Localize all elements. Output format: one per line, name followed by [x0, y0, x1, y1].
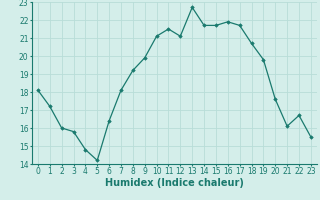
X-axis label: Humidex (Indice chaleur): Humidex (Indice chaleur) [105, 178, 244, 188]
